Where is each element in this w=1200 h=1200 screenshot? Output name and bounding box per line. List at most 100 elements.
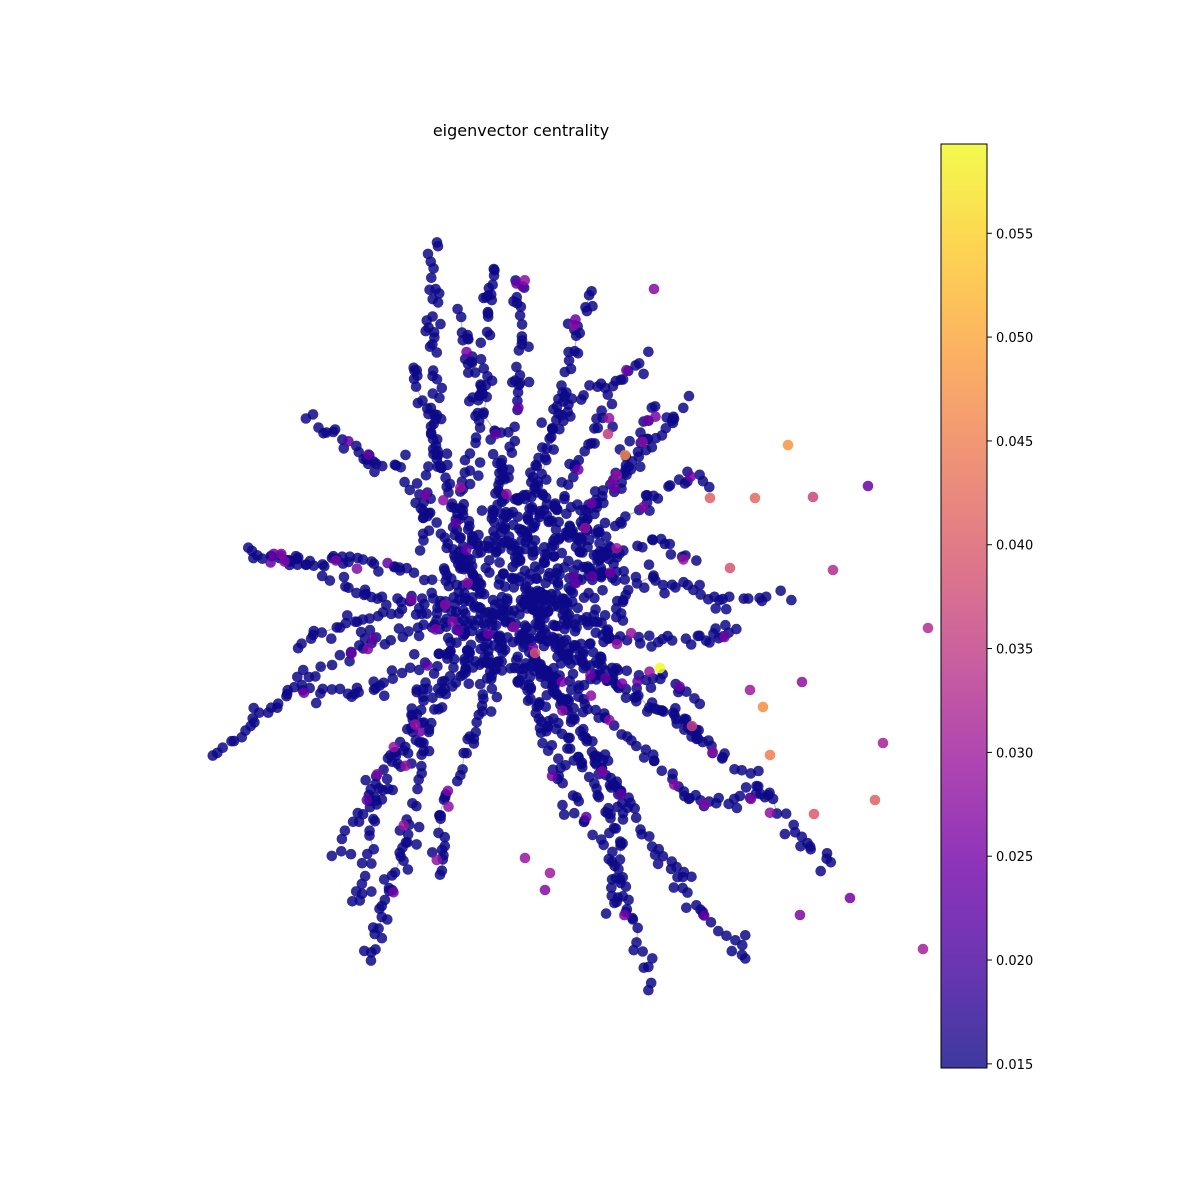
graph-node xyxy=(587,301,598,312)
graph-node xyxy=(667,768,678,779)
graph-node xyxy=(356,627,367,638)
graph-node xyxy=(592,790,603,801)
graph-node-highlighted xyxy=(705,493,716,504)
graph-node xyxy=(513,402,524,413)
graph-node xyxy=(426,273,437,284)
graph-node xyxy=(517,339,528,350)
graph-node-highlighted xyxy=(612,639,623,650)
graph-node xyxy=(584,290,595,301)
graph-node xyxy=(281,691,292,702)
graph-node xyxy=(212,748,223,759)
colorbar-tick-label: 0.035 xyxy=(996,643,1033,658)
graph-node xyxy=(569,755,580,766)
graph-node xyxy=(346,849,357,860)
graph-node xyxy=(743,593,754,604)
graph-node xyxy=(578,390,589,401)
graph-node xyxy=(576,639,587,650)
graph-node xyxy=(740,953,751,964)
graph-node xyxy=(703,735,714,746)
graph-node xyxy=(362,849,373,860)
graph-node xyxy=(564,733,575,744)
colorbar: 0.0150.0200.0250.0300.0350.0400.0450.050… xyxy=(941,144,1033,1073)
graph-node xyxy=(377,592,388,603)
graph-node xyxy=(685,471,696,482)
graph-node xyxy=(617,678,628,689)
graph-node xyxy=(508,296,519,307)
graph-node xyxy=(443,786,454,797)
graph-node xyxy=(598,840,609,851)
graph-node xyxy=(631,696,642,707)
graph-node xyxy=(458,669,469,680)
graph-node xyxy=(563,650,574,661)
graph-node-highlighted xyxy=(750,493,761,504)
graph-node xyxy=(399,477,410,488)
graph-node xyxy=(428,388,439,399)
graph-node xyxy=(669,882,680,893)
graph-node xyxy=(366,955,377,966)
graph-node xyxy=(455,563,466,574)
graph-node xyxy=(435,319,446,330)
graph-node xyxy=(575,505,586,516)
graph-node xyxy=(379,691,390,702)
graph-node xyxy=(438,495,449,506)
graph-node xyxy=(327,851,338,862)
graph-node xyxy=(678,554,689,565)
graph-node xyxy=(422,660,433,671)
graph-node xyxy=(681,903,692,914)
graph-node xyxy=(478,618,489,629)
graph-node xyxy=(541,492,552,503)
graph-node xyxy=(755,789,766,800)
graph-node xyxy=(559,491,570,502)
graph-node xyxy=(587,571,598,582)
graph-node xyxy=(423,508,434,519)
graph-node xyxy=(451,580,462,591)
graph-node xyxy=(424,525,435,536)
graph-node xyxy=(694,631,705,642)
graph-node xyxy=(462,330,473,341)
graph-node-highlighted xyxy=(520,853,531,864)
graph-node xyxy=(464,396,475,407)
graph-node xyxy=(559,562,570,573)
graph-node xyxy=(301,560,312,571)
graph-node xyxy=(622,802,633,813)
graph-node xyxy=(746,794,757,805)
graph-node xyxy=(520,275,531,286)
graph-node xyxy=(632,923,643,934)
graph-node xyxy=(699,799,710,810)
graph-node xyxy=(550,500,561,511)
graph-node xyxy=(429,668,440,679)
graph-node xyxy=(584,535,595,546)
graph-node xyxy=(452,776,463,787)
graph-node xyxy=(650,411,661,422)
graph-node xyxy=(433,297,444,308)
graph-node xyxy=(351,886,362,897)
graph-node xyxy=(465,564,476,575)
graph-node xyxy=(428,365,439,376)
graph-node xyxy=(623,585,634,596)
graph-node xyxy=(646,683,657,694)
graph-node xyxy=(396,851,407,862)
graph-node xyxy=(573,348,584,359)
graph-node xyxy=(345,551,356,562)
graph-node xyxy=(440,532,451,543)
graph-node xyxy=(489,264,500,275)
graph-node xyxy=(526,492,537,503)
graph-node xyxy=(662,631,673,642)
graph-node-highlighted xyxy=(540,885,551,896)
graph-node xyxy=(331,555,342,566)
graph-node xyxy=(453,625,464,636)
graph-node xyxy=(441,689,452,700)
graph-node-highlighted xyxy=(808,492,819,503)
colorbar-tick-label: 0.025 xyxy=(996,850,1033,865)
graph-node xyxy=(604,413,615,424)
graph-node xyxy=(646,641,657,652)
graph-node xyxy=(465,448,476,459)
graph-node xyxy=(600,673,611,684)
graph-node xyxy=(637,437,648,448)
graph-node xyxy=(501,489,512,500)
graph-node-highlighted xyxy=(878,738,889,749)
graph-node xyxy=(659,588,670,599)
graph-node xyxy=(533,453,544,464)
graph-node xyxy=(515,556,526,567)
